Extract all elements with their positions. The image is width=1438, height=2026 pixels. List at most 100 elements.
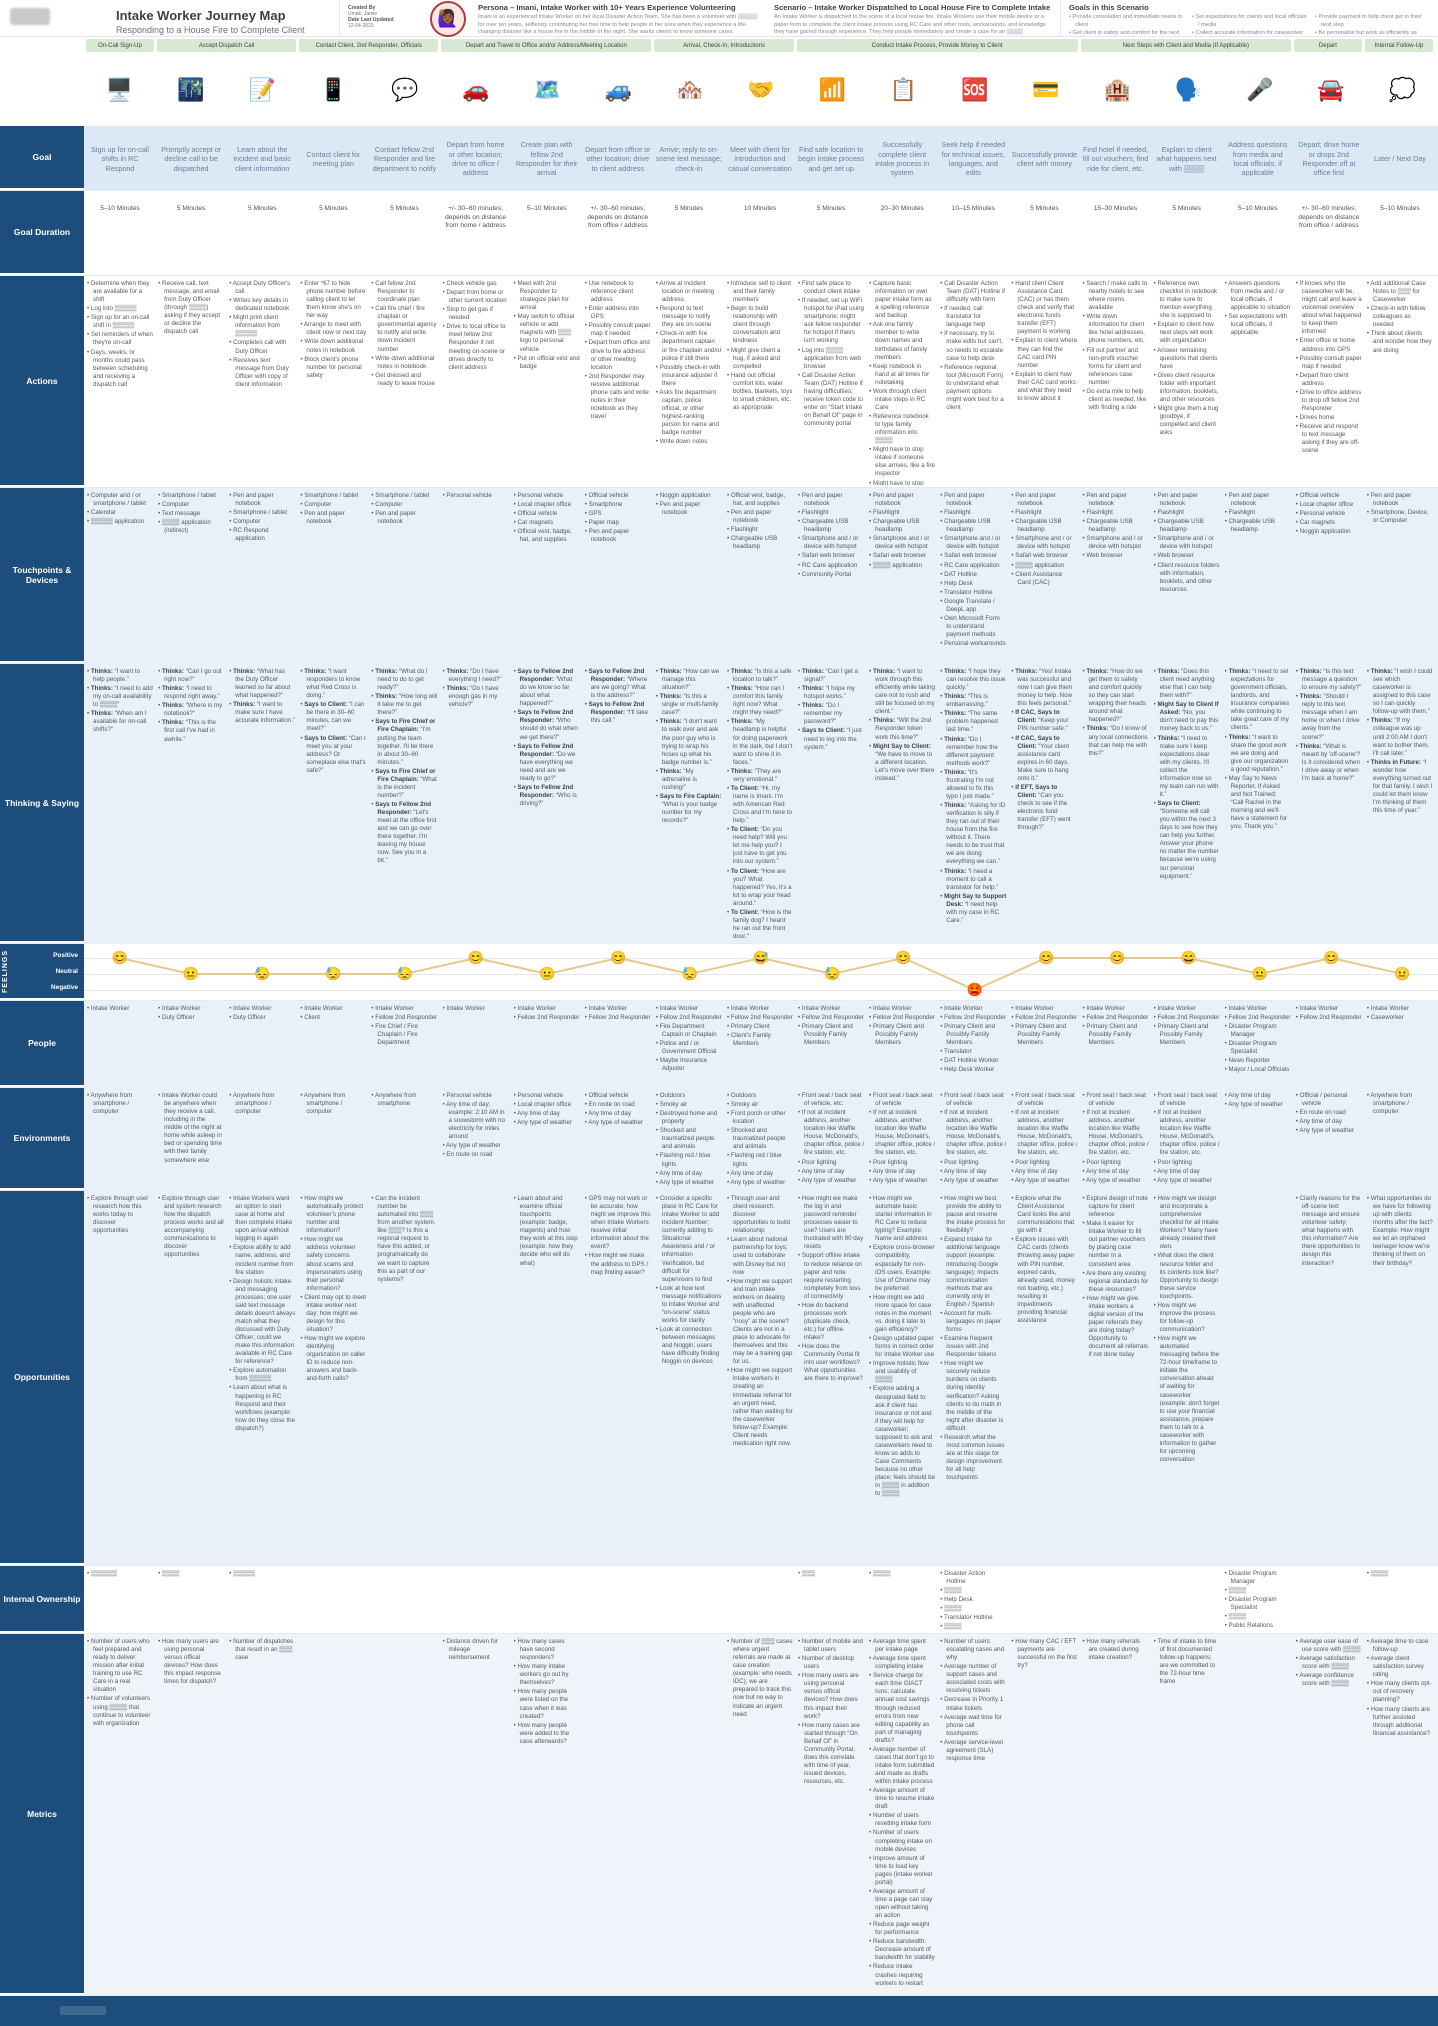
list-item: • Arrange to meet with client now or nex… — [300, 321, 367, 337]
thinking-cell: • Thinks: “How can we manage this situat… — [656, 668, 722, 941]
list-item: • Look at how text message notifications… — [655, 1284, 722, 1324]
list-item: • Client — [300, 1014, 321, 1022]
row-label-environments: Environments — [0, 1088, 84, 1190]
stage-tab[interactable]: Contact Client, 2nd Responder, Officials — [299, 39, 439, 52]
stage-tab[interactable]: Conduct Intake Process, Provide Money to… — [796, 39, 1078, 52]
list-item: • Flashing red / blue lights — [655, 1152, 711, 1168]
list-item: • Determine when they are available for … — [87, 280, 150, 304]
list-item: • Thinks: “Do I have enough gas in my ve… — [442, 685, 499, 709]
feeling-emoji: 😊 — [895, 950, 912, 965]
list-item: • Possibly check-in with insurance adjus… — [655, 363, 721, 387]
footer-redacted-text — [60, 2006, 106, 2015]
list-item: • Front porch or other location — [726, 1110, 786, 1126]
list-item: • Thinks: “How can we manage this situat… — [655, 668, 720, 692]
list-item: • Disaster Program Manager — [1224, 1570, 1277, 1586]
list-item: • Hand client Client Assistance Card (CA… — [1011, 280, 1075, 336]
list-item: • Duty Officer — [229, 1014, 266, 1022]
list-item: • Support offline intake to reduce relia… — [798, 1252, 862, 1300]
people-cell: • Intake Worker — [443, 1005, 509, 1085]
stage-tab[interactable]: Internal Follow-Up — [1364, 39, 1433, 52]
actions-cell: • Call Disaster Action Team (DAT) Hotlin… — [940, 280, 1006, 485]
ownership-cell: • ▒▒▒▒▒ — [229, 1570, 295, 1631]
opportunities-cell: • How might we make the log in and passw… — [798, 1195, 864, 1563]
touchpoints-cell: • Smartphone / tablet • Computer • Pen and… — [300, 492, 366, 661]
environments-cell: • Anywhere from smartphone / computer — [300, 1092, 366, 1188]
row-label-thinking: Thinking & Saying — [0, 664, 84, 943]
list-item: • Thinks: “I want to help people.” — [87, 668, 141, 684]
stage-tab[interactable]: Accept Dispatch Call — [157, 39, 297, 52]
list-item: • Police and / or Government Official — [655, 1040, 717, 1056]
list-item: • Poor lighting — [1153, 1158, 1192, 1166]
list-item: • Fill out partner and non-profit vouche… — [1082, 346, 1142, 386]
list-item: • Design holistic intake and messaging p… — [229, 1277, 296, 1366]
list-item: • Research what the most common issues a… — [940, 1433, 1005, 1482]
stage-tab[interactable]: Depart and Travel to Office and/or Addre… — [441, 39, 652, 52]
list-item: • If not at incident address, another lo… — [869, 1109, 936, 1157]
list-item: • Any type of weather — [1082, 1176, 1141, 1184]
list-item: • Capture basic information on own paper… — [869, 280, 932, 320]
stage-illustration-icon: 📱 — [319, 76, 348, 102]
list-item: • Learn about and examine official touch… — [513, 1195, 578, 1267]
list-item: • Check vehicle gas — [442, 280, 497, 287]
list-item: • Smartphone and / or device with hotspo… — [1082, 535, 1143, 551]
list-item: • Thinks: “Do I have everything I need?” — [442, 668, 502, 684]
list-item: • Thinks: “Yes! Intake was successful an… — [1011, 668, 1073, 708]
actions-cell: • Use notebook to reference client addre… — [585, 280, 651, 485]
list-item: • Call fellow 2nd Responder to coordinat… — [371, 280, 420, 304]
goal-cell: Sign up for on-call shifts in RC Respond — [91, 144, 150, 173]
list-item: • Keep notebook in hand at all times for… — [869, 362, 930, 386]
opportunities-cell: • Consider a specific place in RC Care f… — [656, 1195, 722, 1563]
duration-cell: +/- 30–60 minutes; depends on distance f… — [445, 205, 506, 230]
list-item: • ▒▒▒▒ — [869, 1570, 891, 1577]
list-item: • Enter office or home address into GPS — [1295, 337, 1356, 353]
feeling-emoji: 😊 — [467, 950, 485, 965]
list-item: • RC Respond application — [229, 527, 269, 543]
header: Intake Worker Journey Map Responding to … — [0, 0, 1438, 37]
list-item: • Anywhere from smartphone / computer — [1366, 1092, 1413, 1116]
duration-cell: 5–10 Minutes — [1237, 205, 1278, 212]
list-item: • ▒▒▒▒ — [158, 1570, 180, 1577]
ownership-cell — [727, 1570, 793, 1631]
footer-bar — [0, 1996, 1438, 2026]
list-item: • Intake Worker — [442, 1005, 485, 1012]
list-item: • Fellow 2nd Responder — [1153, 1014, 1220, 1022]
list-item: • Thinks: “Can I get a signal?” — [798, 668, 859, 684]
list-item: • Introduce self to client and their fam… — [726, 280, 792, 304]
actions-cell: • Search / make calls to nearby hotels t… — [1082, 280, 1148, 485]
duration-cell: 5 Minutes — [1030, 205, 1059, 212]
ownership-cell: • ▒▒▒▒ — [158, 1570, 224, 1631]
illustrations-row: 🖥️ 🌃 📝 📱 💬 🚗 🗺️ 🚙 🏘️ 🤝 📶 📋 🆘 💳 🏨 🗣️ 🎤 🚘 💭 — [0, 53, 1438, 126]
scenario-body: An Intake Worker is dispatched to the sc… — [774, 14, 1046, 36]
touchpoints-cell: • Smartphone / tablet • Computer • Text me… — [158, 492, 224, 661]
opportunities-cell: • Explore what the Client Assistance Car… — [1011, 1195, 1077, 1563]
list-item: • 2nd Responder may receive additional p… — [584, 372, 649, 420]
thinking-cell: • Thinks: “What has the Duty Officer lea… — [229, 668, 295, 941]
list-item: • Personal vehicle — [513, 1092, 563, 1099]
list-item: • RC Care application — [798, 561, 858, 569]
thinking-cell: • Thinks: “Do I have everything I need?”… — [443, 668, 509, 941]
list-item: • Says to Client: “Can I meet you at you… — [300, 734, 366, 774]
stage-tab[interactable]: On-Call Sign-Up — [86, 39, 155, 52]
list-item: • Official vehicle — [1295, 492, 1340, 499]
list-item: • Receives text message from Duty Office… — [229, 356, 289, 388]
stage-tab[interactable]: Next Steps with Client and Media (If App… — [1080, 39, 1291, 52]
row-label-opportunities: Opportunities — [0, 1191, 84, 1565]
ownership-cell — [300, 1570, 366, 1631]
thinking-cell: • Thinks: “I need to set expectations fo… — [1225, 668, 1291, 941]
list-item: • Average client satisfaction survey rat… — [1366, 1655, 1424, 1679]
actions-cell: • Meet with 2nd Responder to strategize … — [514, 280, 580, 485]
metrics-cell — [371, 1638, 437, 1993]
list-item: • Learn about national partnership for t… — [726, 1236, 788, 1276]
metrics-cell: • Time of intake to time of first docume… — [1154, 1638, 1220, 1993]
list-item: • GPS — [584, 510, 602, 518]
stage-tab[interactable]: Arrival, Check-In, Introductions — [654, 39, 794, 52]
list-item: • Might give client a hug, if asked and … — [726, 346, 781, 370]
feeling-emoji: 😓 — [325, 966, 342, 981]
list-item: • Explore through user and system resear… — [158, 1195, 224, 1259]
list-item: • Accept Duty Officer's call — [229, 280, 291, 296]
stage-tab[interactable]: Depart — [1293, 39, 1362, 52]
stage-illustration-icon: 🗣️ — [1174, 76, 1203, 102]
list-item: • Thinks: “I need a moment to call a tra… — [940, 867, 999, 891]
